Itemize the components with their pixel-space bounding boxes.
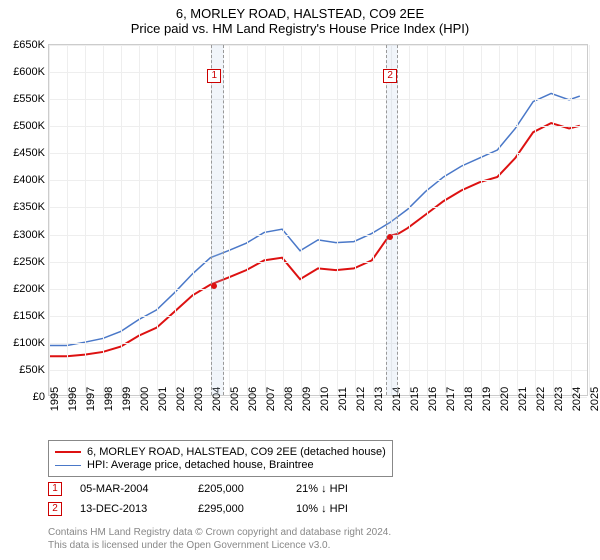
x-tick-label: 1996 (67, 387, 79, 411)
x-tick-label: 2022 (535, 387, 547, 411)
transaction-index: 1 (48, 482, 62, 496)
legend-label: HPI: Average price, detached house, Brai… (87, 459, 314, 471)
y-tick-label: £200K (13, 283, 45, 295)
sale-point (211, 283, 217, 289)
transaction-date: 05-MAR-2004 (80, 483, 180, 495)
legend-row: HPI: Average price, detached house, Brai… (55, 459, 386, 471)
transaction-price: £205,000 (198, 483, 278, 495)
x-tick-label: 1998 (103, 387, 115, 411)
x-tick-label: 1997 (85, 387, 97, 411)
x-tick-label: 2000 (139, 387, 151, 411)
x-tick-label: 2023 (553, 387, 565, 411)
series-hpi (49, 93, 580, 345)
y-tick-label: £250K (13, 256, 45, 268)
x-tick-label: 2024 (571, 387, 583, 411)
x-tick-label: 2002 (175, 387, 187, 411)
y-tick-label: £50K (19, 364, 45, 376)
x-tick-label: 2011 (337, 387, 349, 411)
y-tick-label: £0 (33, 391, 45, 403)
x-tick-label: 2005 (229, 387, 241, 411)
x-tick-label: 2021 (517, 387, 529, 411)
x-tick-label: 2008 (283, 387, 295, 411)
x-tick-label: 2018 (463, 387, 475, 411)
x-tick-label: 2012 (355, 387, 367, 411)
highlight-band (386, 45, 399, 395)
transaction-delta: 21% ↓ HPI (296, 483, 348, 495)
marker-label: 1 (207, 69, 221, 83)
x-tick-label: 2010 (319, 387, 331, 411)
x-tick-label: 2016 (427, 387, 439, 411)
attribution-line2: This data is licensed under the Open Gov… (48, 539, 391, 552)
y-tick-label: £100K (13, 337, 45, 349)
series-price_paid (49, 123, 580, 356)
sale-point (387, 234, 393, 240)
x-tick-label: 1995 (49, 387, 61, 411)
y-tick-label: £400K (13, 174, 45, 186)
transaction-rows: 1 05-MAR-2004 £205,000 21% ↓ HPI 2 13-DEC-201… (48, 482, 348, 522)
legend-label: 6, MORLEY ROAD, HALSTEAD, CO9 2EE (detac… (87, 446, 386, 458)
y-tick-label: £550K (13, 93, 45, 105)
x-tick-label: 2017 (445, 387, 457, 411)
attribution-line1: Contains HM Land Registry data © Crown c… (48, 526, 391, 539)
y-tick-label: £650K (13, 39, 45, 51)
y-tick-label: £450K (13, 147, 45, 159)
marker-label: 2 (383, 69, 397, 83)
y-tick-label: £350K (13, 201, 45, 213)
transaction-date: 13-DEC-2013 (80, 503, 180, 515)
transaction-row: 2 13-DEC-2013 £295,000 10% ↓ HPI (48, 502, 348, 516)
legend-swatch (55, 451, 81, 453)
transaction-price: £295,000 (198, 503, 278, 515)
legend-row: 6, MORLEY ROAD, HALSTEAD, CO9 2EE (detac… (55, 446, 386, 458)
x-tick-label: 2025 (589, 387, 600, 411)
x-tick-label: 2001 (157, 387, 169, 411)
legend-swatch (55, 465, 81, 466)
x-tick-label: 2003 (193, 387, 205, 411)
legend: 6, MORLEY ROAD, HALSTEAD, CO9 2EE (detac… (48, 440, 393, 477)
transaction-row: 1 05-MAR-2004 £205,000 21% ↓ HPI (48, 482, 348, 496)
page-title: 6, MORLEY ROAD, HALSTEAD, CO9 2EE (0, 0, 600, 21)
x-tick-label: 2009 (301, 387, 313, 411)
highlight-band (211, 45, 224, 395)
x-tick-label: 2007 (265, 387, 277, 411)
y-tick-label: £300K (13, 229, 45, 241)
x-tick-label: 2015 (409, 387, 421, 411)
x-tick-label: 2020 (499, 387, 511, 411)
x-tick-label: 2013 (373, 387, 385, 411)
transaction-delta: 10% ↓ HPI (296, 503, 348, 515)
page-subtitle: Price paid vs. HM Land Registry's House … (0, 21, 600, 40)
chart-plot-area: £0£50K£100K£150K£200K£250K£300K£350K£400… (48, 44, 588, 396)
attribution: Contains HM Land Registry data © Crown c… (48, 526, 391, 552)
x-tick-label: 2006 (247, 387, 259, 411)
y-tick-label: £150K (13, 310, 45, 322)
x-tick-label: 2019 (481, 387, 493, 411)
y-tick-label: £500K (13, 120, 45, 132)
x-tick-label: 1999 (121, 387, 133, 411)
transaction-index: 2 (48, 502, 62, 516)
y-tick-label: £600K (13, 66, 45, 78)
